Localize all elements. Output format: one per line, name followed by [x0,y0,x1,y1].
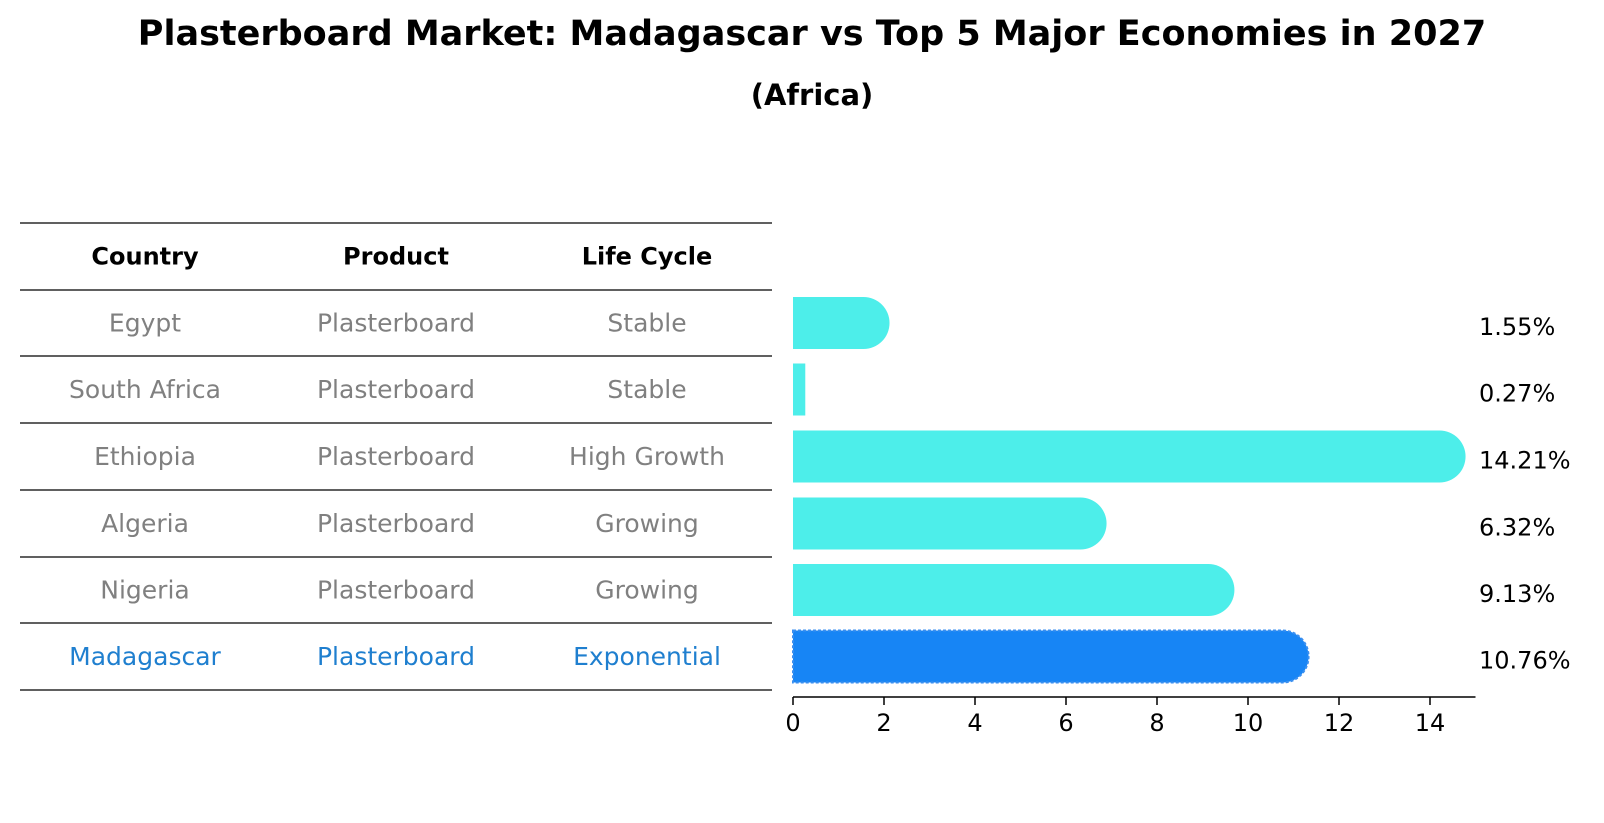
table-cell: Exponential [573,642,721,671]
x-tick-label: 6 [1058,709,1073,737]
table-header-cell: Life Cycle [582,243,713,271]
table-cell: Madagascar [69,642,221,671]
x-tick-label: 4 [967,709,982,737]
table-cell: Ethiopia [94,442,196,471]
bar-value-label: 9.13% [1479,580,1555,608]
x-tick-label: 12 [1324,709,1355,737]
bar-ethiopia [793,430,1466,483]
table-cell: Growing [595,576,699,605]
bar-nigeria [793,564,1235,616]
chart-subtitle: (Africa) [750,78,874,112]
table-cell: Plasterboard [317,576,475,605]
x-tick-label: 8 [1149,709,1164,737]
bar-south-africa [793,363,806,416]
bar-egypt [793,297,890,349]
x-tick-label: 2 [876,709,891,737]
table-header-cell: Country [91,243,199,271]
chart-title: Plasterboard Market: Madagascar vs Top 5… [137,14,1487,54]
x-tick-label: 0 [785,709,800,737]
table-header-cell: Product [343,243,449,271]
table-cell: Plasterboard [317,309,475,338]
table-cell: Plasterboard [317,509,475,538]
table-cell: Plasterboard [317,642,475,671]
bar-value-label: 14.21% [1479,447,1571,475]
bar-value-label: 0.27% [1479,380,1555,408]
table-cell: Egypt [109,309,181,338]
bar-value-label: 6.32% [1479,514,1555,542]
table-cell: High Growth [569,442,725,471]
bar-value-label: 10.76% [1479,647,1571,675]
x-tick-label: 14 [1415,709,1446,737]
table-cell: South Africa [69,375,221,404]
table-cell: Plasterboard [317,442,475,471]
bar-value-label: 1.55% [1479,313,1555,341]
table-cell: Stable [607,309,686,338]
table-cell: Growing [595,509,699,538]
table-cell: Nigeria [100,576,189,605]
bar-madagascar [792,629,1310,684]
bar-algeria [793,497,1107,550]
table-cell: Algeria [101,509,189,538]
x-tick-label: 10 [1233,709,1264,737]
table-cell: Stable [607,375,686,404]
table-cell: Plasterboard [317,375,475,404]
